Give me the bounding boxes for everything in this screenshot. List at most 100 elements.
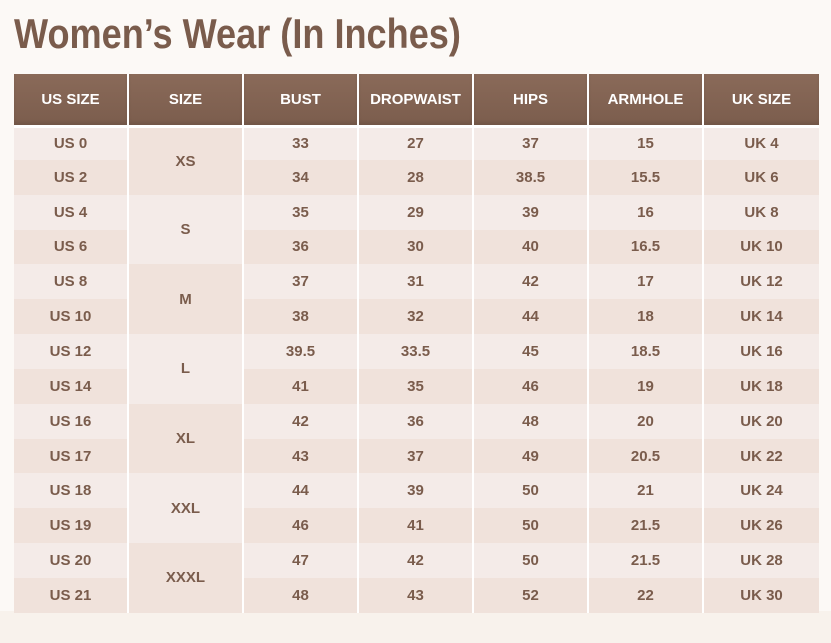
table-row: US 16 XL 42 36 48 20 UK 20 [14,403,819,474]
bust-cell: 39.5 [244,334,359,369]
dropwaist-cell: 41 [359,508,474,544]
column-header-us-size: US SIZE [14,74,129,125]
dropwaist-cell: 30 [359,229,474,265]
uk-size-cell: UK 14 [704,299,819,335]
uk-size-cell: UK 26 [704,508,819,544]
uk-size-cell: UK 4 [704,125,819,160]
dropwaist-cell: 39 [359,473,474,509]
column-header-size: SIZE [129,74,244,125]
table-row: US 19 46 41 50 21.5 UK 26 [14,508,819,544]
uk-size-cell: UK 20 [704,403,819,439]
table-row: US 0 XS 33 27 37 15 UK 4 [14,125,819,195]
uk-size-cell: UK 30 [704,577,819,613]
dropwaist-cell: 28 [359,159,474,195]
us-size-cell: US 17 [14,438,129,474]
table-body: US 0 XS 33 27 37 15 UK 4 US 2 34 28 38.5 15.5 UK 6 US… [14,125,819,613]
table-row: US 12 L 39.5 33.5 45 18.5 UK 16 [14,334,819,404]
bust-cell: 37 [244,264,359,300]
armhole-cell: 16 [589,194,704,230]
table-row: US 2 34 28 38.5 15.5 UK 6 [14,159,819,195]
uk-size-cell: UK 28 [704,543,819,578]
us-size-cell: US 20 [14,543,129,578]
dropwaist-cell: 43 [359,577,474,613]
table-row: US 14 41 35 46 19 UK 18 [14,368,819,404]
armhole-cell: 18 [589,299,704,335]
dropwaist-cell: 33.5 [359,334,474,369]
dropwaist-cell: 42 [359,543,474,578]
bust-cell: 42 [244,403,359,439]
us-size-cell: US 16 [14,403,129,439]
dropwaist-cell: 29 [359,194,474,230]
bust-cell: 38 [244,299,359,335]
size-label-cell: M [129,264,244,335]
table-row: US 8 M 37 31 42 17 UK 12 [14,264,819,335]
dropwaist-cell: 36 [359,403,474,439]
table-row: US 18 XXL 44 39 50 21 UK 24 [14,473,819,544]
table-header-row: US SIZE SIZE BUST DROPWAIST HIPS ARMHOLE… [14,74,819,125]
us-size-cell: US 6 [14,229,129,265]
size-label-cell: XS [129,125,244,195]
bust-cell: 33 [244,125,359,160]
uk-size-cell: UK 16 [704,334,819,369]
bottom-strip [0,611,831,643]
armhole-cell: 20 [589,403,704,439]
table-row: US 6 36 30 40 16.5 UK 10 [14,229,819,265]
size-label-cell: S [129,194,244,265]
size-label-cell: XXXL [129,543,244,613]
us-size-cell: US 14 [14,368,129,404]
dropwaist-cell: 35 [359,368,474,404]
bust-cell: 47 [244,543,359,578]
size-label-cell: L [129,334,244,404]
uk-size-cell: UK 10 [704,229,819,265]
hips-cell: 38.5 [474,159,589,195]
armhole-cell: 21.5 [589,543,704,578]
us-size-cell: US 4 [14,194,129,230]
uk-size-cell: UK 8 [704,194,819,230]
column-header-uk-size: UK SIZE [704,74,819,125]
armhole-cell: 15 [589,125,704,160]
uk-size-cell: UK 24 [704,473,819,509]
column-header-dropwaist: DROPWAIST [359,74,474,125]
hips-cell: 39 [474,194,589,230]
bust-cell: 44 [244,473,359,509]
us-size-cell: US 10 [14,299,129,335]
armhole-cell: 19 [589,368,704,404]
us-size-cell: US 18 [14,473,129,509]
bust-cell: 34 [244,159,359,195]
uk-size-cell: UK 22 [704,438,819,474]
column-header-hips: HIPS [474,74,589,125]
dropwaist-cell: 31 [359,264,474,300]
armhole-cell: 20.5 [589,438,704,474]
bust-cell: 41 [244,368,359,404]
hips-cell: 50 [474,473,589,509]
hips-cell: 50 [474,543,589,578]
bust-cell: 48 [244,577,359,613]
table-row: US 4 S 35 29 39 16 UK 8 [14,194,819,265]
armhole-cell: 15.5 [589,159,704,195]
dropwaist-cell: 32 [359,299,474,335]
armhole-cell: 21 [589,473,704,509]
table-row: US 20 XXXL 47 42 50 21.5 UK 28 [14,543,819,613]
size-label-cell: XL [129,403,244,474]
us-size-cell: US 8 [14,264,129,300]
hips-cell: 49 [474,438,589,474]
bust-cell: 43 [244,438,359,474]
us-size-cell: US 21 [14,577,129,613]
hips-cell: 50 [474,508,589,544]
dropwaist-cell: 27 [359,125,474,160]
uk-size-cell: UK 6 [704,159,819,195]
column-header-armhole: ARMHOLE [589,74,704,125]
column-header-bust: BUST [244,74,359,125]
armhole-cell: 16.5 [589,229,704,265]
hips-cell: 45 [474,334,589,369]
hips-cell: 44 [474,299,589,335]
hips-cell: 46 [474,368,589,404]
dropwaist-cell: 37 [359,438,474,474]
us-size-cell: US 0 [14,125,129,160]
us-size-cell: US 12 [14,334,129,369]
hips-cell: 42 [474,264,589,300]
hips-cell: 37 [474,125,589,160]
table-row: US 10 38 32 44 18 UK 14 [14,299,819,335]
bust-cell: 36 [244,229,359,265]
armhole-cell: 22 [589,577,704,613]
